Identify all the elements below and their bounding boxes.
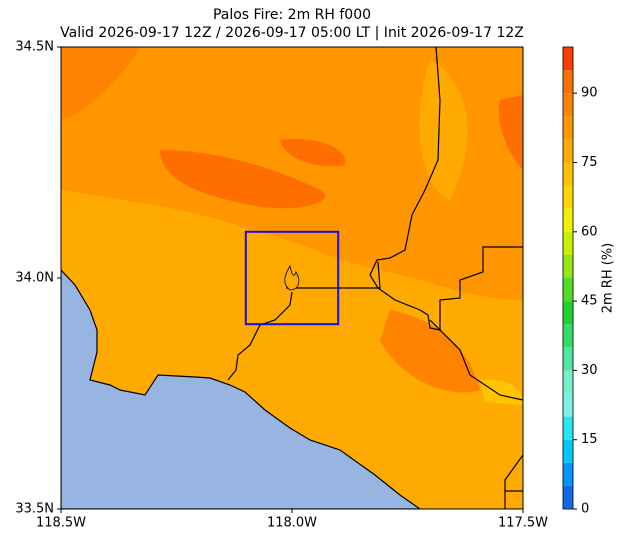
x-tick-label: 117.5W <box>498 516 548 531</box>
rh-region <box>480 379 523 405</box>
colorbar-segment <box>563 70 573 94</box>
colorbar-segment <box>563 47 573 71</box>
colorbar-segment <box>563 301 573 325</box>
colorbar-tick-label: 60 <box>581 224 598 239</box>
colorbar-tick-label: 45 <box>581 294 598 309</box>
colorbar-segment <box>563 139 573 163</box>
rh-region <box>419 60 468 200</box>
colorbar-segment <box>563 370 573 394</box>
y-tick-label: 33.5N <box>15 502 54 517</box>
colorbar-tick-label: 30 <box>581 363 598 378</box>
colorbar-tick-label: 0 <box>581 502 589 517</box>
colorbar-segment <box>563 208 573 232</box>
colorbar-segment <box>563 278 573 302</box>
colorbar-segment <box>563 254 573 278</box>
colorbar-segment <box>563 462 573 486</box>
fire-icon <box>284 264 300 291</box>
map-subtitle: Valid 2026-09-17 12Z / 2026-09-17 05:00 … <box>60 25 524 41</box>
rh-region <box>61 47 140 120</box>
colorbar-segment <box>563 231 573 255</box>
colorbar-segment <box>563 439 573 463</box>
y-tick-label: 34.0N <box>15 271 54 286</box>
colorbar-segment <box>563 393 573 417</box>
rh-region <box>280 139 346 167</box>
ocean <box>61 269 422 509</box>
colorbar-segment <box>563 116 573 140</box>
fire-box <box>244 230 340 326</box>
colorbar-tick-label: 75 <box>581 155 598 170</box>
county-lines <box>227 47 523 509</box>
colorbar-segment <box>563 347 573 371</box>
colorbar-tick-label: 15 <box>581 432 598 447</box>
map-field <box>61 47 523 509</box>
colorbar-tick-label: 90 <box>581 86 598 101</box>
colorbar-segment <box>563 485 573 509</box>
colorbar-segment <box>563 185 573 209</box>
y-tick-label: 34.5N <box>15 40 54 55</box>
x-tick-label: 118.5W <box>36 516 86 531</box>
rh-region <box>498 95 523 170</box>
colorbar-frame <box>562 46 574 510</box>
colorbar-segment <box>563 416 573 440</box>
colorbar-label: 2m RH (%) <box>601 243 616 314</box>
x-tick-label: 118.0W <box>267 516 317 531</box>
map-title: Palos Fire: 2m RH f000 <box>213 7 371 23</box>
rh-region <box>160 150 326 209</box>
rh-region <box>380 310 480 393</box>
colorbar-segment <box>563 162 573 186</box>
colorbar-segment <box>563 93 573 117</box>
colorbar-segment <box>563 324 573 348</box>
